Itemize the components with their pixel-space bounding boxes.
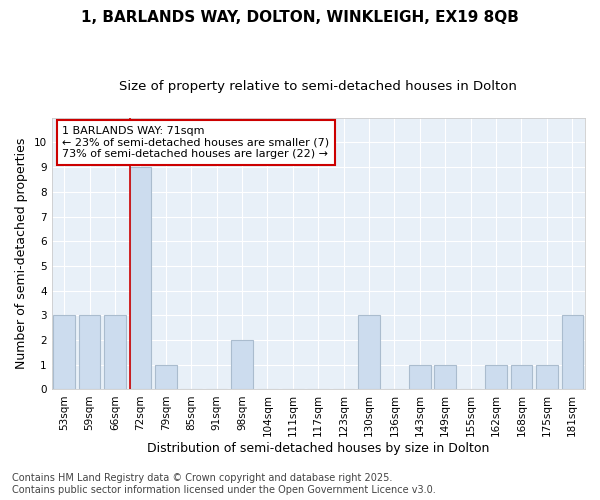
Bar [231, 340, 253, 390]
Bar [409, 365, 431, 390]
X-axis label: Distribution of semi-detached houses by size in Dolton: Distribution of semi-detached houses by … [147, 442, 490, 455]
Text: 1 BARLANDS WAY: 71sqm
← 23% of semi-detached houses are smaller (7)
73% of semi-: 1 BARLANDS WAY: 71sqm ← 23% of semi-deta… [62, 126, 329, 159]
Title: Size of property relative to semi-detached houses in Dolton: Size of property relative to semi-detach… [119, 80, 517, 93]
Bar [358, 316, 380, 390]
Bar [434, 365, 456, 390]
Bar [79, 316, 100, 390]
Bar [155, 365, 176, 390]
Bar [53, 316, 75, 390]
Bar [485, 365, 507, 390]
Text: 1, BARLANDS WAY, DOLTON, WINKLEIGH, EX19 8QB: 1, BARLANDS WAY, DOLTON, WINKLEIGH, EX19… [81, 10, 519, 25]
Bar [536, 365, 557, 390]
Y-axis label: Number of semi-detached properties: Number of semi-detached properties [15, 138, 28, 370]
Bar [562, 316, 583, 390]
Bar [104, 316, 126, 390]
Bar [130, 167, 151, 390]
Text: Contains HM Land Registry data © Crown copyright and database right 2025.
Contai: Contains HM Land Registry data © Crown c… [12, 474, 436, 495]
Bar [511, 365, 532, 390]
